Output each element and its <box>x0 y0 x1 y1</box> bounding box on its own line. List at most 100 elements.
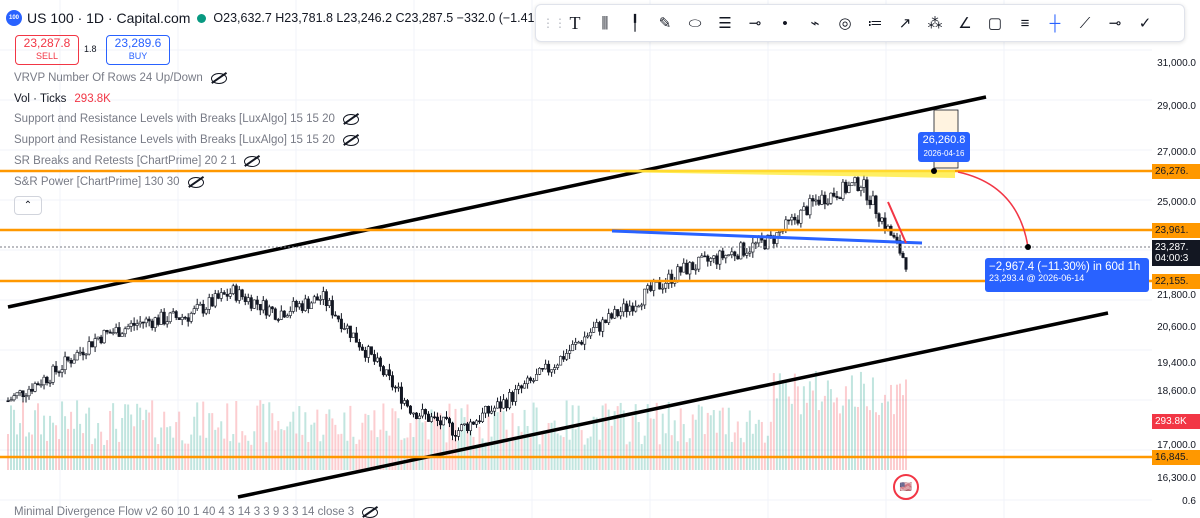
indicator-legend-luxalgo-1[interactable]: Support and Resistance Levels with Break… <box>14 113 359 125</box>
candle-body <box>709 258 713 262</box>
candle-body <box>697 256 701 270</box>
volume-bar <box>574 429 577 470</box>
candle-body <box>610 313 614 319</box>
candle-body <box>814 199 818 202</box>
projection-change: −2,967.4 (−11.30%) in 60d 1h <box>989 261 1141 273</box>
collapse-legend-button[interactable]: ⌃ <box>14 196 42 215</box>
candle-body <box>691 262 695 271</box>
text-icon[interactable]: T <box>569 12 581 33</box>
volume-bar <box>403 438 406 470</box>
candle-body <box>463 423 467 426</box>
candle-body <box>177 317 181 320</box>
line-icon[interactable]: ⊸ <box>748 15 762 32</box>
indicator-legend-divergence[interactable]: Minimal Divergence Flow v2 60 10 1 40 4 … <box>14 506 379 518</box>
volume-bar <box>337 434 340 470</box>
candle-body <box>718 250 722 265</box>
candle-body <box>123 328 127 335</box>
indicator-legend-luxalgo-2[interactable]: Support and Resistance Levels with Break… <box>14 134 359 146</box>
volume-bar <box>856 406 859 470</box>
trendline-icon[interactable]: ⟋ <box>1079 14 1091 32</box>
drag-handle-icon[interactable]: ⋮⋮ <box>542 16 566 30</box>
candle-body <box>586 335 590 338</box>
candle-body <box>444 416 448 419</box>
sell-button[interactable]: 23,287.8 SELL <box>15 35 79 65</box>
checkmark-icon[interactable]: ✓ <box>1138 15 1152 32</box>
candle-body <box>351 332 355 338</box>
buy-button[interactable]: 23,289.6 BUY <box>106 35 170 65</box>
volume-bar <box>592 416 595 470</box>
volume-bar <box>43 415 46 470</box>
table-icon[interactable]: ☰ <box>718 15 732 32</box>
volume-bar <box>562 437 565 470</box>
volume-bar <box>847 399 850 470</box>
projection-callout[interactable]: −2,967.4 (−11.30%) in 60d 1h 23,293.4 @ … <box>985 258 1149 292</box>
volume-bar <box>352 436 355 470</box>
volume-bar <box>589 436 592 470</box>
ray-icon[interactable]: ⊸ <box>1108 15 1122 32</box>
candle-body <box>246 297 250 302</box>
dot-icon[interactable]: • <box>782 14 788 32</box>
price-marker-icon[interactable]: ╿ <box>630 15 640 32</box>
candle-body <box>168 312 172 322</box>
hidden-eye-icon[interactable] <box>187 176 204 188</box>
volume-bar <box>844 386 847 470</box>
candle-body <box>201 303 205 314</box>
candle-body <box>156 317 160 325</box>
candle-body <box>649 285 653 291</box>
list-icon[interactable]: ≔ <box>867 15 883 32</box>
chart-header: 100 US 100 · 1D · Capital.com O23,632.7 … <box>6 10 550 26</box>
candle-body <box>736 255 740 260</box>
candle-body <box>541 367 545 370</box>
us-flag-icon[interactable]: 🇺🇸 <box>893 474 919 500</box>
volume-bar <box>376 437 379 470</box>
candle-body <box>390 375 394 388</box>
volume-bar <box>619 402 622 470</box>
candle-body <box>327 300 331 306</box>
target-icon[interactable]: ◎ <box>838 15 852 32</box>
hidden-eye-icon[interactable] <box>244 155 261 167</box>
volume-bar <box>796 386 799 470</box>
indicator-legend-sr-breaks[interactable]: SR Breaks and Retests [ChartPrime] 20 2 … <box>14 155 261 167</box>
candle-body <box>192 308 196 314</box>
indicator-legend-volume[interactable]: Vol · Ticks 293.8K <box>14 93 111 105</box>
crosshair-icon[interactable]: ┼ <box>1049 14 1061 32</box>
symbol-name[interactable]: US 100 · 1D · Capital.com <box>27 10 191 26</box>
volume-bar <box>241 431 244 470</box>
brush-icon[interactable]: ✎ <box>658 15 672 32</box>
angle-icon[interactable]: ∠ <box>958 15 972 32</box>
indicator-legend-vrvp[interactable]: VRVP Number Of Rows 24 Up/Down <box>14 72 227 84</box>
ellipse-icon[interactable]: ⬭ <box>688 14 702 32</box>
indicator-legend-sr-power[interactable]: S&R Power [ChartPrime] 130 30 <box>14 176 204 188</box>
candles-icon[interactable]: ⫼ <box>601 14 609 32</box>
hidden-eye-icon[interactable] <box>362 506 379 518</box>
target-price-callout[interactable]: 26,260.8 2026-04-16 <box>918 132 970 162</box>
hidden-eye-icon[interactable] <box>342 113 359 125</box>
candle-body <box>42 376 46 386</box>
axis-tick: 0.6 <box>1182 496 1196 507</box>
node-icon[interactable]: ⁂ <box>927 15 943 32</box>
volume-bar <box>175 422 178 470</box>
volume-bar <box>196 402 199 470</box>
square-icon[interactable]: ▢ <box>987 15 1003 32</box>
hidden-eye-icon[interactable] <box>342 134 359 146</box>
candle-body <box>745 252 749 256</box>
hidden-eye-icon[interactable] <box>210 72 227 84</box>
candle-body <box>414 412 418 419</box>
candle-body <box>267 306 271 316</box>
candle-body <box>408 405 412 414</box>
candle-body <box>435 416 439 421</box>
candle-body <box>135 323 139 326</box>
volume-bar <box>709 415 712 470</box>
arrow-icon[interactable]: ↗ <box>898 15 912 32</box>
spread-value: 1.8 <box>84 44 97 54</box>
candle-body <box>363 349 367 358</box>
candle-body <box>700 255 704 258</box>
axis-tick: 19,400.0 <box>1157 358 1196 369</box>
volume-bar <box>616 406 619 470</box>
path-icon[interactable]: ⌁ <box>810 15 820 32</box>
volume-bar <box>838 413 841 470</box>
sell-label: SELL <box>35 51 59 61</box>
grid-icon[interactable]: ≡ <box>1020 14 1030 32</box>
candle-body <box>36 383 40 386</box>
candle-body <box>372 354 376 362</box>
